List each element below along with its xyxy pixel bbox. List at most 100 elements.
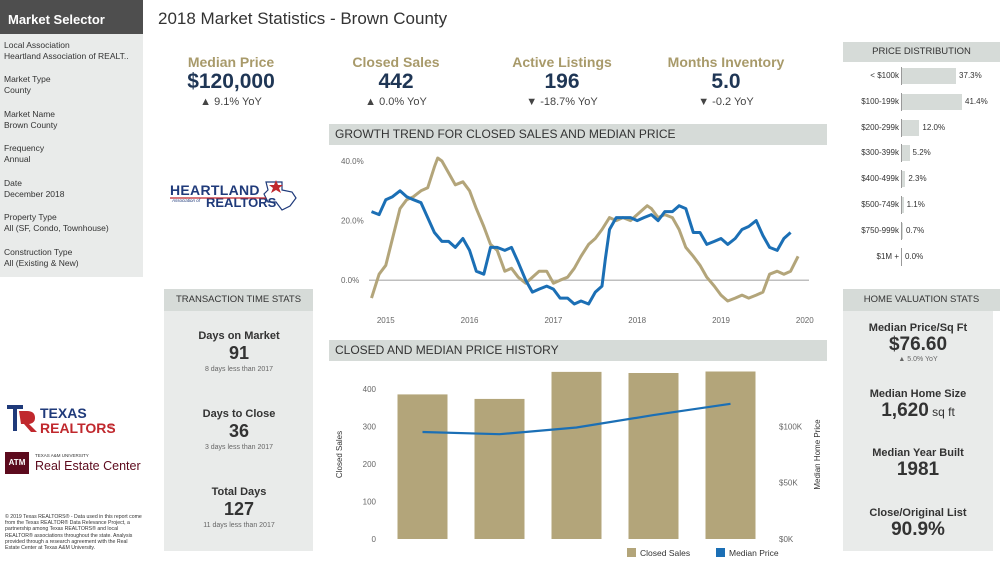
price-dist-row: $400-499k 2.3% — [843, 170, 1000, 189]
y-tick-label-right: $0K — [779, 535, 794, 544]
kpi-value: $120,000 — [187, 70, 275, 93]
price-per-sqft-stat: Median Price/Sq Ft $76.60 ▲ 5.0% YoY — [843, 322, 993, 363]
stat-number: 1,620 — [881, 400, 929, 421]
y-tick-label-left: 0 — [372, 535, 377, 544]
growth-trend-header: GROWTH TREND FOR CLOSED SALES AND MEDIAN… — [329, 124, 827, 145]
market-field-value[interactable]: December 2018 — [4, 188, 65, 199]
tamu-logo-mark: ATM — [5, 452, 29, 474]
stat-unit: sq ft — [928, 405, 955, 419]
market-field[interactable]: Frequency Annual — [0, 143, 140, 164]
market-selector-panel: Market Selector Local Association Heartla… — [0, 0, 143, 277]
texas-realtors-logo: TEXAS REALTORS ® — [7, 405, 115, 435]
price-range-label: $500-749k — [861, 200, 899, 209]
kpi-change: ▼ -0.2 YoY — [698, 96, 754, 108]
history-header: CLOSED AND MEDIAN PRICE HISTORY — [329, 340, 827, 361]
y-tick-label: 40.0% — [341, 157, 364, 166]
market-field-label: Market Name — [4, 109, 56, 119]
market-field-value[interactable]: All (SF, Condo, Townhouse) — [4, 222, 109, 233]
price-dist-percent: 12.0% — [922, 122, 946, 132]
y-tick-label-left: 300 — [363, 422, 377, 431]
x-tick-label: 2018 — [628, 316, 646, 325]
market-field-value[interactable]: Heartland Association of REALT.. — [4, 50, 129, 61]
series-line — [370, 189, 792, 306]
market-field-value[interactable]: County — [4, 84, 31, 95]
price-dist-axis — [901, 247, 902, 266]
transaction-time-panel — [164, 289, 313, 551]
price-range-label: $400-499k — [861, 174, 899, 184]
price-dist-row: $750-999k 0.7% — [843, 221, 1000, 240]
market-field[interactable]: Local Association Heartland Association o… — [0, 40, 140, 61]
price-dist-axis — [901, 67, 902, 85]
stat-value: 1981 — [843, 459, 993, 481]
market-field-label: Property Type — [4, 212, 57, 222]
market-field-value[interactable]: Brown County — [4, 119, 58, 130]
stat-value: 36 — [228, 421, 250, 441]
price-dist-percent: 41.4% — [965, 96, 988, 106]
x-tick-label: 2017 — [544, 316, 562, 325]
stat-title: Total Days — [211, 486, 267, 498]
price-range-label: $750-999k — [861, 225, 899, 235]
market-field-value[interactable]: All (Existing & New) — [4, 257, 79, 268]
heartland-realtors-logo: HEARTLAND Association of REALTORS — [170, 180, 297, 211]
svg-text:REALTORS: REALTORS — [40, 420, 115, 435]
price-dist-axis — [901, 118, 902, 137]
stat-value: 127 — [223, 499, 255, 519]
market-field[interactable]: Construction Type All (Existing & New) — [0, 247, 140, 268]
price-dist-axis — [901, 221, 902, 240]
y-tick-label-left: 200 — [363, 460, 377, 469]
price-dist-bar — [902, 222, 903, 239]
price-dist-axis — [901, 144, 902, 163]
series-line — [370, 156, 800, 303]
growth-trend-chart: 40.0% 20.0% 0.0% 2015 2016 2017 2018 2019 2020 — [341, 156, 814, 325]
stat-value: 90.9% — [843, 519, 993, 541]
stat-number: 1981 — [896, 459, 940, 480]
stat-title: Median Price/Sq Ft — [868, 322, 968, 334]
total-days-stat: Total Days 127 11 days less than 2017 — [164, 486, 314, 529]
legend-swatch-median-price — [716, 548, 725, 557]
price-dist-percent: 0.0% — [905, 251, 924, 261]
price-dist-axis — [901, 196, 902, 214]
tamu-logo-text: Real Estate Center — [35, 459, 141, 473]
kpi-value: 196 — [544, 70, 580, 93]
kpi-title: Median Price — [187, 54, 275, 70]
legend-label: Median Price — [729, 548, 779, 558]
closed-sales-bar — [474, 398, 525, 539]
market-field[interactable]: Date December 2018 — [0, 178, 140, 199]
market-field[interactable]: Market Type County — [0, 74, 140, 95]
market-field-value[interactable]: Annual — [4, 153, 31, 164]
stat-title: Days to Close — [202, 408, 276, 420]
kpi-closed-sales: Closed Sales 442 ▲ 0.0% YoY — [326, 54, 466, 108]
stat-number: $76.60 — [888, 334, 948, 355]
kpi-active-listings: Active Listings 196 ▼ -18.7% YoY — [492, 54, 632, 108]
logo-text: REALTORS — [206, 195, 277, 210]
kpi-months-inventory: Months Inventory 5.0 ▼ -0.2 YoY — [656, 54, 796, 108]
price-dist-bar — [902, 171, 906, 188]
x-tick-label: 2016 — [461, 316, 479, 325]
kpi-title: Months Inventory — [667, 54, 785, 70]
price-dist-percent: 0.7% — [906, 225, 925, 235]
stat-sub: ▲ 5.0% YoY — [898, 356, 938, 363]
stat-sub: 3 days less than 2017 — [204, 444, 274, 451]
stat-title: Median Home Size — [869, 388, 967, 400]
price-dist-row: $200-299k 12.0% — [843, 118, 1000, 137]
closed-sales-bar — [705, 371, 756, 539]
price-dist-bar — [902, 145, 910, 162]
transaction-time-header: TRANSACTION TIME STATS — [164, 289, 313, 311]
market-field[interactable]: Market Name Brown County — [0, 109, 140, 130]
stat-value: 1,620 sq ft — [843, 400, 993, 422]
stat-value: 91 — [228, 343, 250, 363]
market-field-label: Frequency — [4, 143, 45, 153]
footnote: © 2019 Texas REALTORS® - Data used in th… — [5, 514, 142, 552]
y-tick-label: 0.0% — [341, 276, 359, 285]
price-dist-row: $300-399k 5.2% — [843, 144, 1000, 163]
market-selector-title: Market Selector — [0, 0, 143, 34]
price-dist-bar — [902, 68, 957, 84]
y-tick-label-left: 400 — [363, 385, 377, 394]
market-field-label: Local Association — [4, 40, 70, 50]
x-tick-label: 2015 — [377, 316, 395, 325]
logo-text: HEARTLAND — [170, 182, 260, 198]
market-field[interactable]: Property Type All (SF, Condo, Townhouse) — [0, 212, 140, 233]
svg-text:TEXAS: TEXAS — [40, 405, 87, 421]
legend-label: Closed Sales — [640, 548, 690, 558]
price-dist-row: $500-749k 1.1% — [843, 196, 1000, 214]
